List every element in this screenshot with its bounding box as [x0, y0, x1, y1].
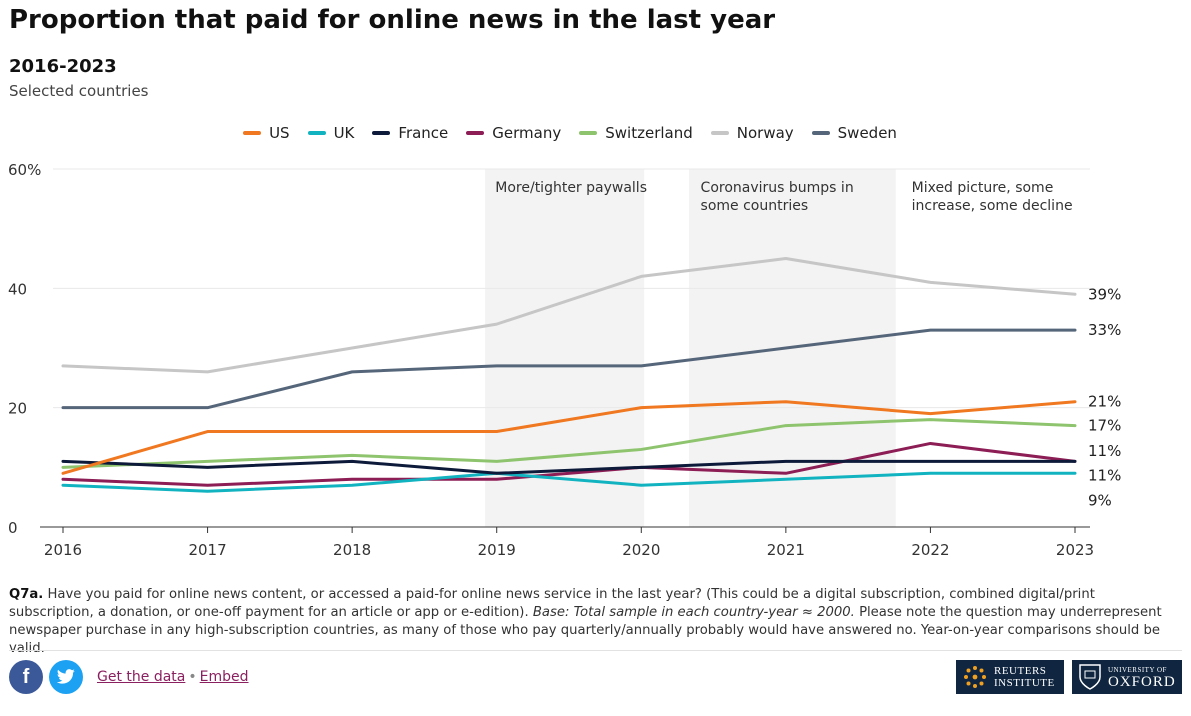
line-chart: 0 20 40 60% 2016 2017 2018 2019 2020 2021 2022 2023…	[8, 161, 1121, 559]
legend-swatch	[372, 131, 391, 135]
end-value-label: 33%	[1088, 321, 1121, 339]
legend-label: US	[269, 124, 290, 142]
series-line-uk	[61, 471, 1077, 493]
chart-legend: US UK France Germany Switzerland Norway Sweden	[0, 124, 1140, 142]
footer-links: Get the data • Embed	[97, 669, 249, 685]
note-label: Q7a.	[9, 587, 44, 602]
legend-item-norway[interactable]: Norway	[710, 124, 794, 142]
annotation-text-2: some countries	[701, 198, 809, 214]
get-data-link[interactable]: Get the data	[97, 669, 186, 685]
legend-swatch	[307, 131, 326, 135]
reuters-logo-line1: REUTERS	[994, 665, 1047, 677]
x-tick-label: 2017	[188, 541, 226, 559]
legend-swatch	[811, 131, 830, 135]
x-tick-label: 2019	[478, 541, 516, 559]
x-tick-label: 2022	[911, 541, 949, 559]
facebook-icon[interactable]: f	[9, 660, 43, 694]
legend-item-sweden[interactable]: Sweden	[811, 124, 897, 142]
annotation-text-2: Coronavirus bumps in	[701, 180, 854, 196]
reuters-logo-line2: INSTITUTE	[994, 677, 1055, 689]
embed-link[interactable]: Embed	[199, 669, 249, 685]
note-text: Have you paid for online news content, o…	[9, 587, 1095, 620]
y-tick-label: 40	[8, 280, 27, 298]
reuters-dots-icon	[964, 666, 986, 688]
legend-item-us[interactable]: US	[243, 124, 290, 142]
footer: f Get the data • Embed REUTERS INSTITUTE U…	[9, 660, 1182, 700]
oxford-logo-line1: UNIVERSITY OF	[1108, 665, 1167, 674]
y-tick-label: 20	[8, 400, 27, 418]
series-line-germany	[61, 441, 1077, 487]
y-tick-label: 0	[8, 519, 18, 537]
annotation-text-3: increase, some decline	[912, 198, 1073, 214]
end-value-label: 9%	[1088, 492, 1112, 510]
legend-swatch	[466, 131, 485, 135]
end-value-label: 21%	[1088, 393, 1121, 411]
series-line-norway	[61, 257, 1077, 374]
oxford-logo-line2: OXFORD	[1108, 673, 1176, 690]
legend-label: Switzerland	[605, 124, 693, 142]
end-value-label: 11%	[1088, 442, 1121, 460]
end-value-label: 39%	[1088, 285, 1121, 303]
reuters-institute-logo[interactable]: REUTERS INSTITUTE	[956, 660, 1064, 694]
legend-item-france[interactable]: France	[372, 124, 448, 142]
legend-swatch	[243, 131, 262, 135]
legend-label: France	[398, 124, 449, 142]
note-text-continued: Please note the question may underrepres…	[9, 605, 1162, 656]
legend-label: Norway	[736, 124, 794, 142]
twitter-bird-icon	[56, 669, 75, 684]
chart-subtitle: 2016-2023	[9, 56, 117, 77]
x-tick-label: 2018	[333, 541, 371, 559]
legend-label: Sweden	[837, 124, 897, 142]
legend-label: UK	[333, 124, 355, 142]
y-tick-label: 60%	[8, 161, 41, 179]
x-tick-label: 2021	[767, 541, 805, 559]
footer-divider	[9, 650, 1182, 651]
legend-swatch	[579, 131, 598, 135]
x-tick-label: 2016	[44, 541, 82, 559]
x-tick-label: 2020	[622, 541, 660, 559]
x-tick-label: 2023	[1056, 541, 1094, 559]
end-value-label: 11%	[1088, 467, 1121, 485]
series-line-sweden	[61, 328, 1077, 410]
legend-label: Germany	[492, 124, 562, 142]
oxford-crest-icon	[1079, 664, 1101, 690]
oxford-logo[interactable]: UNIVERSITY OF OXFORD	[1072, 660, 1182, 694]
legend-item-switzerland[interactable]: Switzerland	[579, 124, 693, 142]
annotation-text-3: Mixed picture, some	[912, 180, 1054, 196]
legend-swatch	[710, 131, 729, 135]
link-separator: •	[188, 669, 197, 685]
annotation-text-1: More/tighter paywalls	[495, 180, 647, 196]
note-base: Base: Total sample in each country-year …	[532, 605, 855, 620]
methodology-note: Q7a. Have you paid for online news conte…	[9, 586, 1181, 658]
end-value-label: 17%	[1088, 417, 1121, 435]
twitter-icon[interactable]	[49, 660, 83, 694]
chart-title: Proportion that paid for online news in …	[9, 5, 776, 35]
series-line-us	[61, 400, 1077, 475]
legend-item-uk[interactable]: UK	[307, 124, 355, 142]
legend-item-germany[interactable]: Germany	[466, 124, 561, 142]
series-line-france	[61, 459, 1077, 475]
series-line-switzerland	[61, 418, 1077, 469]
chart-subsubtitle: Selected countries	[9, 82, 149, 100]
